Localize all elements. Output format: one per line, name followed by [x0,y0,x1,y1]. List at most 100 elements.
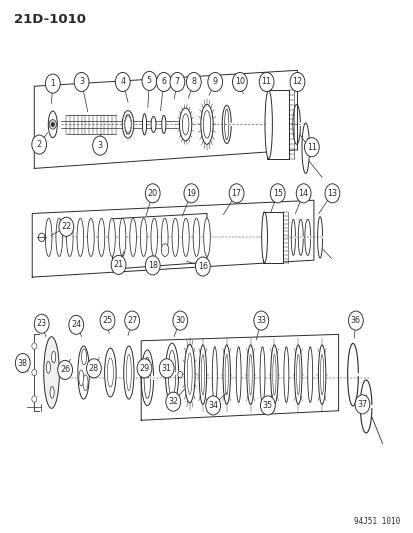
Circle shape [205,396,220,415]
Circle shape [145,256,160,275]
Circle shape [86,359,101,378]
Text: 31: 31 [161,364,171,373]
Text: 22: 22 [61,222,71,231]
Text: 30: 30 [175,316,185,325]
Ellipse shape [212,347,217,402]
Circle shape [69,316,83,334]
Circle shape [156,72,171,92]
Ellipse shape [44,337,59,408]
Circle shape [34,314,49,333]
Ellipse shape [52,351,56,363]
Ellipse shape [78,346,89,399]
Text: 9: 9 [212,77,217,86]
Circle shape [111,255,126,274]
Circle shape [296,184,310,203]
Text: 5: 5 [147,76,152,85]
Ellipse shape [264,90,272,159]
Ellipse shape [203,111,210,138]
Circle shape [173,311,187,330]
Text: 3: 3 [79,77,84,86]
Circle shape [137,359,152,378]
Text: 37: 37 [356,400,367,409]
Ellipse shape [122,111,133,138]
Circle shape [232,72,247,92]
Circle shape [207,72,222,92]
Text: 6: 6 [161,77,166,86]
Circle shape [253,311,268,330]
Circle shape [59,217,74,236]
Ellipse shape [307,347,312,402]
Ellipse shape [98,218,104,256]
Circle shape [304,138,318,157]
Ellipse shape [201,354,204,395]
Ellipse shape [126,354,131,391]
Ellipse shape [81,349,86,365]
Ellipse shape [318,345,325,405]
Ellipse shape [172,218,178,256]
Circle shape [270,184,285,203]
Circle shape [32,135,47,154]
Text: 34: 34 [208,401,218,410]
Circle shape [186,72,201,92]
Text: 11: 11 [261,77,271,86]
Ellipse shape [50,386,54,398]
Ellipse shape [140,218,147,256]
Ellipse shape [272,354,275,395]
Circle shape [260,396,275,415]
Ellipse shape [283,347,288,402]
Text: 1: 1 [50,79,55,88]
Ellipse shape [142,114,146,135]
Ellipse shape [78,370,83,386]
Ellipse shape [246,345,254,405]
Ellipse shape [294,345,301,405]
Text: 29: 29 [139,364,149,373]
Ellipse shape [77,218,83,256]
Ellipse shape [109,218,115,256]
Circle shape [166,392,180,411]
Text: 17: 17 [231,189,241,198]
Ellipse shape [151,116,156,132]
Text: 94J51 1010: 94J51 1010 [353,518,399,526]
Text: 2: 2 [37,140,42,149]
Ellipse shape [66,218,73,256]
Text: 27: 27 [127,316,137,325]
Circle shape [290,72,304,92]
Bar [266,90,289,159]
Ellipse shape [236,347,240,402]
Text: 20: 20 [147,189,157,198]
Circle shape [259,72,273,92]
Ellipse shape [203,218,210,256]
Ellipse shape [46,361,50,373]
Text: 4: 4 [120,77,125,86]
Text: 32: 32 [168,397,178,406]
Text: 8: 8 [191,77,196,86]
Text: 15: 15 [272,189,282,198]
Ellipse shape [261,212,267,263]
Ellipse shape [259,347,264,402]
Ellipse shape [179,108,191,141]
Circle shape [32,369,37,376]
Ellipse shape [130,218,136,256]
Ellipse shape [187,353,192,394]
Circle shape [183,184,198,203]
Ellipse shape [182,218,189,256]
Text: 11: 11 [306,143,316,152]
Circle shape [115,72,130,92]
Ellipse shape [223,345,230,405]
Circle shape [49,119,56,129]
Circle shape [15,353,30,373]
Text: 3: 3 [97,141,102,150]
Ellipse shape [161,218,168,256]
Ellipse shape [45,218,52,256]
Ellipse shape [161,115,166,133]
Text: 10: 10 [234,77,244,86]
Text: 38: 38 [18,359,28,367]
Ellipse shape [88,218,94,256]
Ellipse shape [199,345,206,405]
Circle shape [38,233,45,241]
Text: 21: 21 [113,261,123,269]
Text: 12: 12 [292,77,302,86]
Text: 28: 28 [89,364,99,373]
Ellipse shape [225,354,228,395]
Circle shape [348,311,362,330]
